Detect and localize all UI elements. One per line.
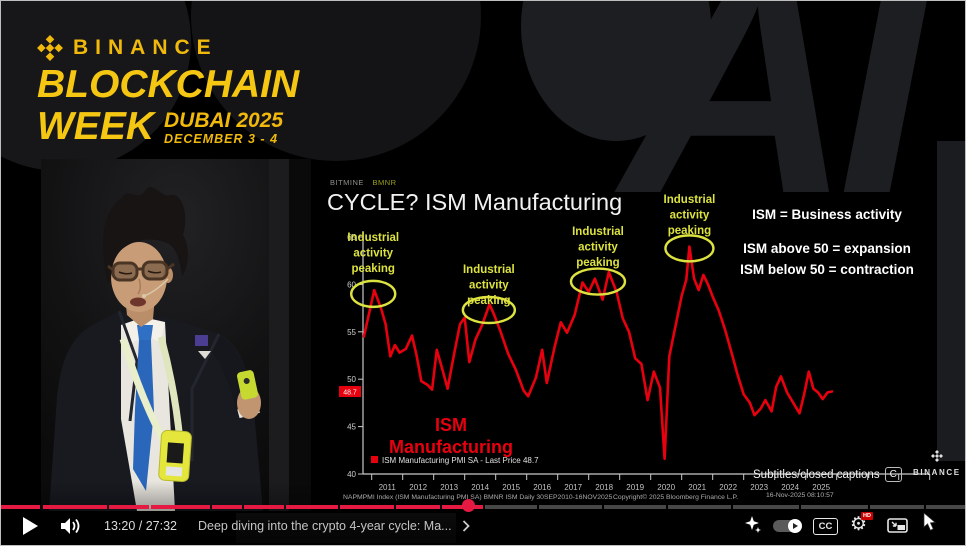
channel-watermark[interactable]: BINANCE (913, 449, 965, 477)
svg-text:activity: activity (578, 242, 618, 254)
miniplayer-button[interactable] (887, 518, 908, 538)
watermark-label: BINANCE (913, 468, 961, 477)
ticker-company: BITMINE (330, 178, 364, 187)
svg-text:Industrial: Industrial (664, 194, 716, 206)
slide-title: CYCLE? ISM Manufacturing (327, 189, 623, 215)
mute-button[interactable] (59, 516, 83, 541)
legend-label: ISM Manufacturing PMI SA - Last Price 48… (382, 456, 539, 465)
settings-button[interactable]: ⚙ HD (850, 512, 873, 535)
key-point: ISM above 50 = expansion (743, 241, 911, 256)
sparkle-icon (745, 516, 761, 533)
svg-text:Industrial: Industrial (347, 232, 399, 244)
autoplay-knob (788, 519, 802, 533)
chart-series-label-line2: Manufacturing (389, 437, 513, 457)
svg-text:Industrial: Industrial (572, 226, 624, 238)
svg-text:activity: activity (469, 280, 509, 292)
chapter-segment (603, 505, 666, 509)
svg-text:55: 55 (347, 328, 356, 337)
miniplayer-icon (887, 518, 908, 533)
svg-text:Industrial: Industrial (463, 264, 515, 276)
svg-text:40: 40 (347, 470, 356, 479)
backdrop-letters: AI (621, 0, 927, 260)
svg-text:peaking: peaking (351, 263, 394, 275)
chapter-segment (286, 505, 339, 509)
svg-text:48.7: 48.7 (343, 389, 357, 396)
chapter-segment (150, 505, 210, 509)
tooltip-text: Subtitles/closed captions (753, 468, 880, 481)
event-title-line1: BLOCKCHAIN (37, 63, 300, 106)
event-dates: DECEMBER 3 - 4 (164, 132, 279, 147)
legend-swatch (371, 456, 378, 463)
chapter-segment (539, 505, 602, 509)
volume-icon (61, 518, 80, 534)
event-brand: BINANCE (73, 36, 218, 59)
key-point: ISM = Business activity (752, 207, 902, 222)
presenter-clicker (237, 370, 261, 419)
lapel-pin (195, 335, 208, 346)
svg-text:45: 45 (347, 423, 356, 432)
hd-quality-badge: HD (861, 512, 873, 520)
svg-text:peaking: peaking (467, 295, 510, 307)
svg-text:activity: activity (670, 210, 710, 222)
chapter-segment (211, 505, 243, 509)
chapter-segment (485, 505, 538, 509)
video-title: Deep diving into the crypto 4-year cycle… (198, 519, 452, 533)
video-title-button[interactable]: Deep diving into the crypto 4-year cycle… (198, 519, 470, 533)
svg-text:65: 65 (347, 233, 356, 242)
time-display: 13:20 / 27:32 (104, 519, 177, 533)
ticker-symbol: BMNR (372, 178, 397, 187)
speaker-video (41, 159, 311, 511)
chapter-segment (733, 505, 799, 509)
progress-playhead[interactable] (462, 499, 476, 512)
chart-series-label-line1: ISM (435, 415, 467, 435)
chapter-segment (340, 505, 395, 509)
event-logo: BINANCE BLOCKCHAIN WEEK DUBAI 2025 DECEM… (37, 35, 299, 149)
chapter-segment (42, 505, 108, 509)
chapter-segment (396, 505, 440, 509)
svg-text:60: 60 (347, 280, 356, 289)
chapter-segment (800, 505, 869, 509)
svg-text:peaking: peaking (576, 257, 619, 269)
autoplay-toggle[interactable] (773, 519, 802, 533)
binance-diamond-icon (37, 35, 63, 61)
mouse-cursor (923, 512, 936, 531)
tooltip-shortcut-key: C (884, 467, 902, 482)
chapter-segment (1, 505, 40, 509)
chapter-segment (109, 505, 149, 509)
event-location: DUBAI 2025 (164, 109, 284, 132)
chapter-segment (244, 505, 284, 509)
slide-key-points: ISM = Business activity ISM above 50 = e… (717, 204, 937, 280)
svg-text:50: 50 (347, 375, 356, 384)
glasses (107, 260, 175, 282)
chapter-segment (870, 505, 925, 509)
speaker-illustration (41, 159, 311, 511)
headset-mic (143, 278, 169, 297)
subtitles-tooltip: Subtitles/closed captions C (753, 467, 902, 482)
binance-diamond-icon (931, 450, 943, 462)
event-title-line2: WEEK (37, 105, 154, 148)
chapter-segment (926, 505, 965, 509)
chapter-segment (441, 505, 483, 509)
svg-text:peaking: peaking (668, 225, 711, 237)
video-progress-bar[interactable] (1, 505, 965, 510)
svg-text:activity: activity (353, 248, 393, 260)
chevron-right-icon (462, 520, 470, 532)
ask-ai-button[interactable] (743, 515, 763, 540)
play-button[interactable] (23, 517, 38, 535)
play-icon (23, 517, 38, 535)
backdrop-band (937, 141, 965, 461)
key-point: ISM below 50 = contraction (740, 262, 914, 277)
subtitles-button[interactable]: CC (813, 518, 838, 535)
chapter-segment (667, 505, 732, 509)
controls-gradient (1, 481, 965, 545)
slide-ticker: BITMINE BMNR (330, 178, 397, 187)
cc-label: CC (818, 521, 833, 532)
